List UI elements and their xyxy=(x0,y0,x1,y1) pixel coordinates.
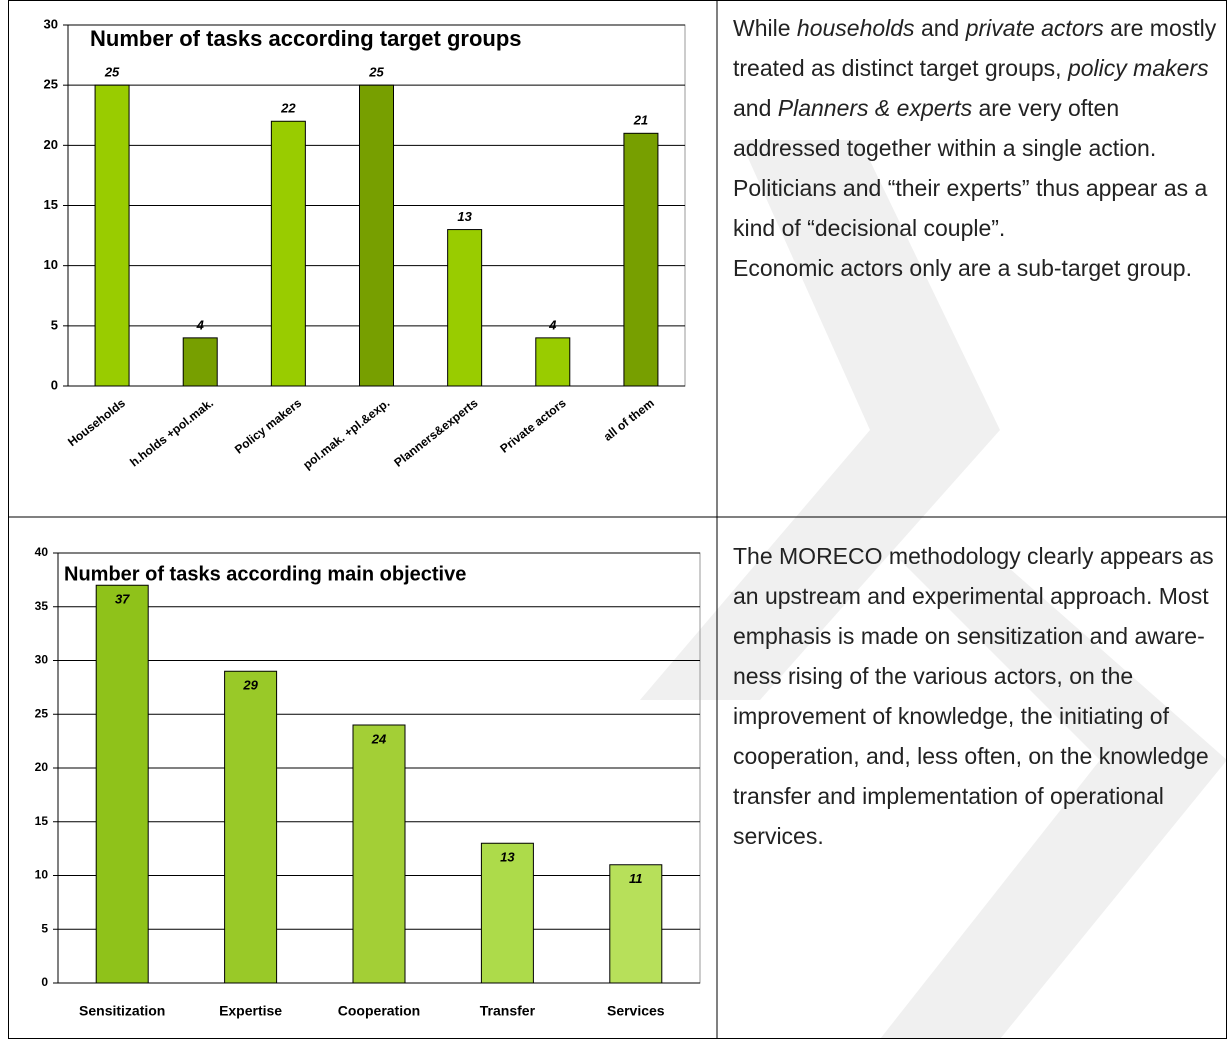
bar xyxy=(95,584,149,984)
y-tick-label: 5 xyxy=(41,921,48,935)
text-run: policy makers xyxy=(1067,55,1209,81)
text-run: The MORECO methodology clearly appears a… xyxy=(733,543,1214,849)
bar xyxy=(270,120,306,387)
text-run: and xyxy=(914,15,966,41)
chart-title: Number of tasks according target groups xyxy=(90,26,522,51)
y-tick-label: 15 xyxy=(35,814,49,828)
y-tick-label: 30 xyxy=(35,653,49,667)
x-tick-label: Transfer xyxy=(480,1003,536,1019)
data-label: 4 xyxy=(196,317,205,332)
data-label: 22 xyxy=(280,101,296,116)
bar xyxy=(535,337,571,387)
y-tick-label: 0 xyxy=(41,975,48,989)
watermark xyxy=(880,560,1227,1039)
text-run: are mostly treated as distinct target gr… xyxy=(733,15,1217,81)
x-tick-label: Cooperation xyxy=(338,1003,420,1019)
y-tick-label: 25 xyxy=(44,77,58,92)
y-tick-label: 20 xyxy=(35,760,49,774)
text-run: and xyxy=(733,95,778,121)
title-box xyxy=(85,27,615,53)
y-tick-label: 0 xyxy=(51,377,58,392)
y-tick-label: 20 xyxy=(44,137,58,152)
bar xyxy=(447,229,483,387)
data-label: 25 xyxy=(368,65,384,80)
data-label: 21 xyxy=(633,113,648,128)
x-tick-label: Services xyxy=(607,1003,665,1019)
data-label: 13 xyxy=(457,209,472,224)
bar xyxy=(352,724,406,984)
bar xyxy=(359,84,394,387)
x-tick-label: Planners&experts xyxy=(391,396,480,470)
chart-title: Number of tasks according main objective xyxy=(64,563,466,585)
text-run: private actors xyxy=(965,15,1104,41)
text-run: households xyxy=(796,15,915,41)
text-run: are very often addressed together within… xyxy=(733,95,1208,241)
paragraph: The MORECO methodology clearly appears a… xyxy=(733,536,1219,856)
data-label: 24 xyxy=(371,731,387,746)
paragraph: While households and private actors are … xyxy=(733,8,1219,248)
data-label: 13 xyxy=(500,850,515,865)
x-tick-label: Expertise xyxy=(219,1003,282,1019)
x-tick-label: pol.mak. +pl.&exp. xyxy=(300,396,392,472)
x-tick-label: Policy makers xyxy=(232,396,304,457)
text-cell: The MORECO methodology clearly appears a… xyxy=(733,536,1219,856)
y-tick-label: 15 xyxy=(44,197,58,212)
watermark xyxy=(640,140,1000,700)
data-label: 4 xyxy=(548,317,557,332)
y-tick-label: 35 xyxy=(35,599,49,613)
y-tick-label: 10 xyxy=(35,868,49,882)
x-tick-label: h.holds +pol.mak. xyxy=(127,396,216,470)
x-tick-label: Private actors xyxy=(497,396,568,456)
data-label: 11 xyxy=(629,871,643,886)
bar xyxy=(224,670,278,984)
text-run: Planners & experts xyxy=(777,95,973,121)
x-tick-label: Households xyxy=(65,396,128,450)
bar xyxy=(609,864,663,984)
data-label: 29 xyxy=(242,678,258,693)
y-tick-label: 5 xyxy=(51,317,58,332)
text-run: Economic actors only are a sub-target gr… xyxy=(733,255,1192,281)
bar xyxy=(94,84,130,387)
text-cell: While households and private actors are … xyxy=(733,8,1219,288)
paragraph: Economic actors only are a sub-target gr… xyxy=(733,248,1219,288)
x-tick-label: all of them xyxy=(601,396,657,444)
y-tick-label: 40 xyxy=(35,545,49,559)
data-label: 25 xyxy=(104,65,120,80)
bar xyxy=(182,337,218,387)
y-tick-label: 25 xyxy=(35,706,49,720)
text-run: While xyxy=(733,15,797,41)
y-tick-label: 30 xyxy=(44,16,58,31)
data-label: 37 xyxy=(115,592,130,607)
bar xyxy=(480,842,534,984)
x-tick-label: Sensitization xyxy=(79,1003,165,1019)
bar xyxy=(623,132,659,387)
y-tick-label: 10 xyxy=(44,257,58,272)
